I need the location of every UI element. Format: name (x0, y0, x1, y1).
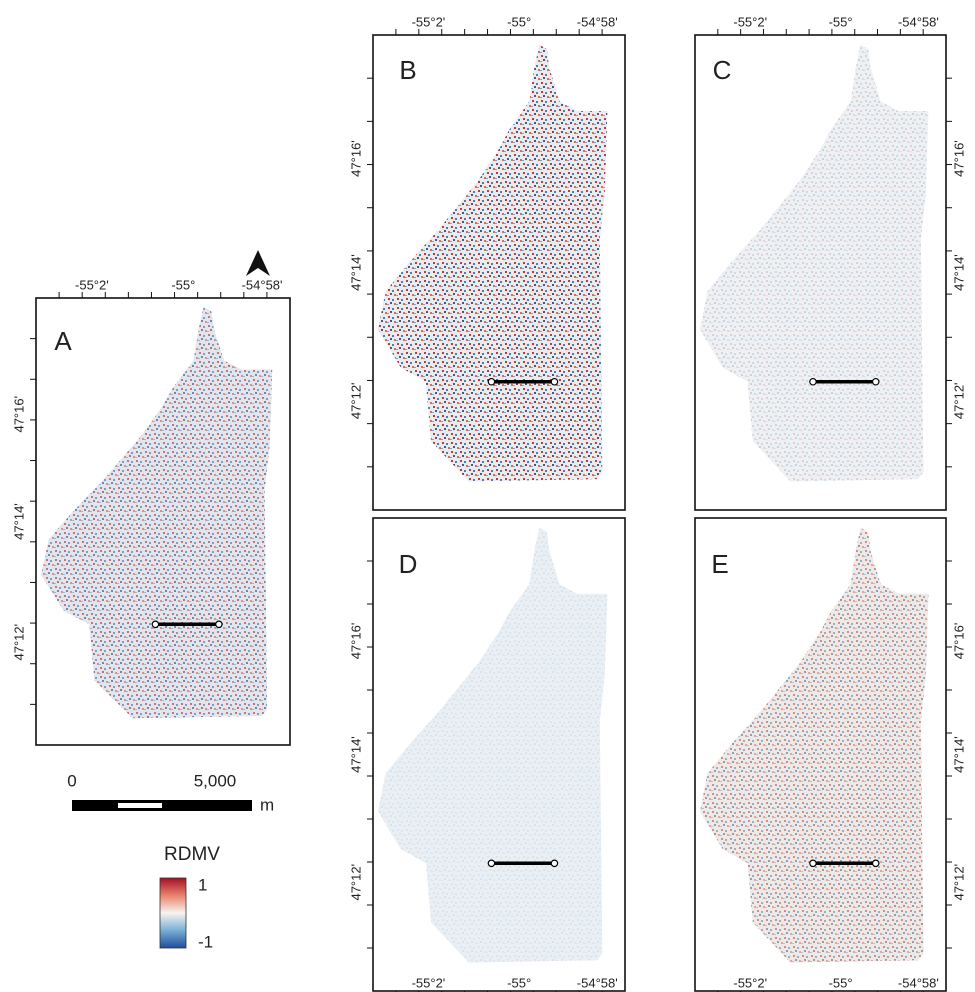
y-coord-label: 47°12' (348, 382, 363, 419)
transect-end (809, 859, 817, 868)
map-frame (694, 517, 947, 992)
transect-end (871, 859, 880, 868)
panel-label: A (54, 326, 72, 356)
y-coord-label: 47°12' (951, 382, 966, 419)
island-raster (378, 44, 608, 482)
x-coord-label: -55°2' (733, 14, 767, 29)
panel-label: B (399, 55, 416, 85)
y-coord-label: 47°12' (11, 624, 26, 661)
transect-end (550, 377, 559, 386)
x-coord-label: -55° (171, 277, 195, 292)
map-panel: A -55°2' -55° -54°58' 47°16' 47°14' 47°12' (11, 277, 291, 746)
y-coord-label: 47°12' (348, 864, 363, 901)
map-frame (35, 297, 291, 746)
map-frame (694, 34, 947, 511)
map-panel: D -55°2' -55° -54°58' 47°16' 47°14' 47°12' (348, 517, 626, 992)
transect-end (151, 620, 160, 629)
y-coord-label: 47°14' (951, 254, 966, 291)
scale-end: 5,000 (194, 771, 237, 790)
y-coord-label: 47°14' (11, 503, 26, 540)
x-coord-label: -55° (507, 14, 531, 29)
map-panel: B -55°2' -55° -54°58' 47°16' 47°14' 47°12' (348, 14, 626, 511)
island-raster (700, 44, 929, 482)
transect-end (487, 859, 496, 868)
island-raster (378, 527, 608, 963)
scale-start: 0 (67, 771, 76, 790)
y-coord-label: 47°16' (11, 396, 26, 433)
x-coord-label: -55° (829, 975, 853, 990)
panel-label: D (399, 549, 418, 579)
y-coord-label: 47°12' (951, 864, 966, 901)
color-ramp (159, 877, 187, 949)
x-coord-label: -54°58' (242, 277, 283, 292)
x-coord-label: -55°2' (733, 975, 767, 990)
map-frame (372, 517, 626, 992)
scale-bar: 0 5,000 m (67, 771, 274, 814)
legend-title: RDMV (164, 844, 220, 865)
map-frame (372, 34, 626, 511)
island-raster (41, 306, 273, 719)
transect-end (215, 620, 223, 629)
map-panel: C -55°2' -55° -54°58' 47°16' 47°14' 47°12' (694, 14, 966, 511)
panel-label: C (713, 55, 732, 85)
transect-end (487, 377, 496, 386)
legend: RDMV 1 -1 (159, 844, 220, 951)
x-coord-label: -54°58' (577, 14, 618, 29)
north-arrow (246, 250, 270, 276)
x-coord-label: -54°58' (577, 975, 618, 990)
scale-unit: m (260, 795, 274, 814)
x-coord-label: -55° (507, 975, 531, 990)
legend-min: -1 (198, 932, 213, 951)
legend-max: 1 (198, 875, 207, 894)
x-coord-label: -55°2' (75, 277, 109, 292)
panel-label: E (711, 549, 728, 579)
x-coord-label: -55° (829, 14, 853, 29)
transect-end (871, 377, 880, 386)
y-coord-label: 47°14' (348, 736, 363, 773)
x-coord-label: -55°2' (412, 975, 446, 990)
transect-end (550, 859, 559, 868)
y-coord-label: 47°16' (348, 623, 363, 660)
y-coord-label: 47°16' (348, 140, 363, 177)
island-raster (700, 527, 929, 963)
transect-end (809, 377, 817, 386)
x-coord-label: -54°58' (898, 14, 939, 29)
map-panel: E -55°2' -55° -54°58' 47°16' 47°14' 47°12' (694, 517, 966, 992)
y-coord-label: 47°16' (951, 623, 966, 660)
y-coord-label: 47°14' (348, 254, 363, 291)
x-coord-label: -54°58' (898, 975, 939, 990)
y-coord-label: 47°16' (951, 140, 966, 177)
x-coord-label: -55°2' (412, 14, 446, 29)
y-coord-label: 47°14' (951, 736, 966, 773)
